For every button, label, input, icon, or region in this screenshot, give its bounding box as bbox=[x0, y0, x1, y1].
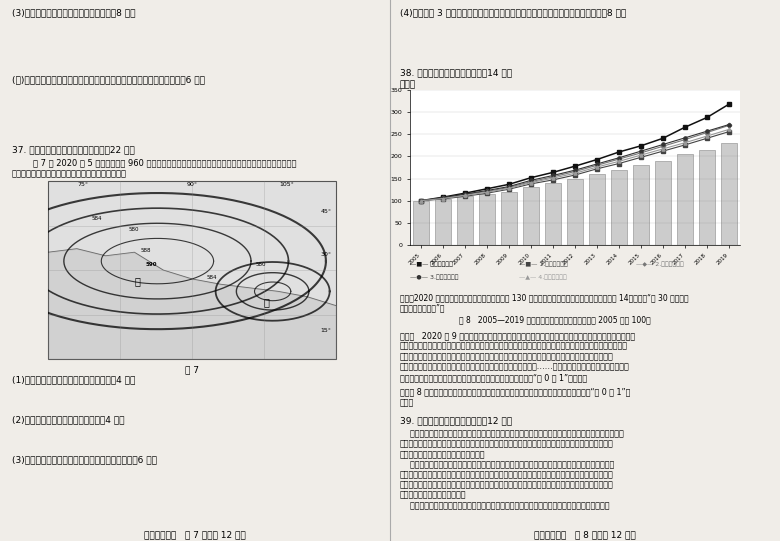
Text: —●— 3.创新产出指数: —●— 3.创新产出指数 bbox=[410, 275, 459, 280]
Bar bbox=[589, 174, 605, 245]
Text: 15°: 15° bbox=[321, 328, 332, 333]
Bar bbox=[413, 201, 429, 245]
Text: 动，国际政治和国际行径行。全球化在加剧中负重前行，新科技革命和产业革命正破壳而出，新兴市场: 动，国际政治和国际行径行。全球化在加剧中负重前行，新科技革命和产业革命正破壳而出… bbox=[400, 440, 614, 448]
Bar bbox=[677, 154, 693, 245]
Text: 90°: 90° bbox=[186, 182, 197, 187]
Text: 材料二   2020 年 9 月，习近平在科学家座谈会上指出，基础研究是科技创新的源头。要加大基础研究投: 材料二 2020 年 9 月，习近平在科学家座谈会上指出，基础研究是科技创新的源… bbox=[400, 331, 635, 340]
Text: 解读图 8 包含的经济信息，并运用经济生活知识结合材料，谈谈国家应如何努力实现更多“从 0 到 1”的: 解读图 8 包含的经济信息，并运用经济生活知识结合材料，谈谈国家应如何努力实现更… bbox=[400, 387, 630, 397]
Text: 580: 580 bbox=[129, 227, 139, 232]
Text: 584: 584 bbox=[91, 216, 101, 221]
Bar bbox=[611, 170, 627, 245]
Text: (1)判断此时新疆里和河内的盛行风向。（4 分）: (1)判断此时新疆里和河内的盛行风向。（4 分） bbox=[12, 375, 136, 384]
Text: 特别是要把基础创新能力提升放在更加优先位置，努力实现更多“从 0 到 1”的突破。: 特别是要把基础创新能力提升放在更加优先位置，努力实现更多“从 0 到 1”的突破… bbox=[400, 373, 587, 382]
Text: 图 7 为 2020 年 5 月世界某区域 960 百帕等压面海拔高度（单位：米）空间分布示意图，其中控制乙地的: 图 7 为 2020 年 5 月世界某区域 960 百帕等压面海拔高度（单位：米… bbox=[12, 158, 296, 167]
Bar bbox=[523, 187, 539, 245]
Text: 文科综合试题   第 7 页（共 12 页）: 文科综合试题 第 7 页（共 12 页） bbox=[144, 530, 246, 539]
Text: 甲: 甲 bbox=[134, 276, 140, 286]
Text: 制，鼓励广大科研人员解放思想、大胆创新，让科学家潜心搞研究……我们必须走出适合国情的创新路子。: 制，鼓励广大科研人员解放思想、大胆创新，让科学家潜心搞研究……我们必须走出适合国… bbox=[400, 362, 629, 372]
Bar bbox=[721, 143, 737, 245]
Text: 突破。: 突破。 bbox=[400, 398, 414, 407]
Text: (四)相较于单纯生态林，分析混交生态林修复模式治理石漠化的优势。（6 分）: (四)相较于单纯生态林，分析混交生态林修复模式治理石漠化的优势。（6 分） bbox=[12, 75, 205, 84]
Text: 580: 580 bbox=[255, 262, 266, 267]
Text: 588: 588 bbox=[140, 248, 151, 253]
Bar bbox=[544, 183, 562, 245]
Text: 注：《2020 年版全球创新指数报告》评估了全球 130 多个经济体在创新能力上的表现。中国排名 14，并且是“前 30 名中唯一: 注：《2020 年版全球创新指数报告》评估了全球 130 多个经济体在创新能力上… bbox=[400, 293, 689, 302]
Bar bbox=[567, 179, 583, 245]
Text: 在这样的背景下，中国呼吁践行多边主义，强调国际上的事应由大家商量着办，不能由一国或少数: 在这样的背景下，中国呼吁践行多边主义，强调国际上的事应由大家商量着办，不能由一国… bbox=[400, 460, 615, 469]
Text: 文科综合试题   第 8 页（共 12 页）: 文科综合试题 第 8 页（共 12 页） bbox=[534, 530, 636, 539]
Text: 584: 584 bbox=[207, 275, 217, 280]
Text: 运用政治生活知识，结合材料分析国际社会对中国在世界舞台上发挥重要作用充满期待的理由。: 运用政治生活知识，结合材料分析国际社会对中国在世界舞台上发挥重要作用充满期待的理… bbox=[400, 501, 609, 510]
Text: —▲— 4.创新成效指数: —▲— 4.创新成效指数 bbox=[519, 275, 567, 280]
Text: 590: 590 bbox=[146, 262, 158, 267]
Text: 国家和发展中国家的崛起势头不可逆转。: 国家和发展中国家的崛起势头不可逆转。 bbox=[400, 450, 485, 459]
Bar bbox=[48, 181, 336, 359]
Text: 图 7: 图 7 bbox=[185, 365, 199, 374]
Text: 乙: 乙 bbox=[264, 298, 270, 308]
Text: 105°: 105° bbox=[280, 182, 294, 187]
Text: —■— 中国创新指数: —■— 中国创新指数 bbox=[410, 261, 453, 267]
Text: (3)简析建水县石漠化带来的主要危害。（8 分）: (3)简析建水县石漠化带来的主要危害。（8 分） bbox=[12, 8, 136, 17]
Text: 30°: 30° bbox=[321, 252, 332, 257]
Text: 75°: 75° bbox=[77, 182, 88, 187]
Bar bbox=[699, 150, 715, 245]
Text: 会期待看到中国通过扩大全球合作，为捉卫多边主义机制和共同发挥作用，为完善全球治理贡献力量，: 会期待看到中国通过扩大全球合作，为捉卫多边主义机制和共同发挥作用，为完善全球治理… bbox=[400, 480, 614, 490]
Text: (4)分析未来 3 个月内控制乙地的天气系统势力变化对我国东部地区降水的影响。（8 分）: (4)分析未来 3 个月内控制乙地的天气系统势力变化对我国东部地区降水的影响。（… bbox=[400, 8, 626, 17]
Bar bbox=[479, 194, 495, 245]
Text: 为实现共同发展提供新的动能。: 为实现共同发展提供新的动能。 bbox=[400, 491, 466, 500]
Text: —◆— 2.创新投入指数: —◆— 2.创新投入指数 bbox=[636, 261, 684, 267]
Text: (3)说出甲地的天气系统类型，并说明判断依据。（6 分）: (3)说出甲地的天气系统类型，并说明判断依据。（6 分） bbox=[12, 455, 157, 464]
Text: 收等方面给予必要政策支持。要创造有利于基础研究的良好科研生态，建立健全科学评价体系，遗制机: 收等方面给予必要政策支持。要创造有利于基础研究的良好科研生态，建立健全科学评价体… bbox=[400, 352, 614, 361]
Bar bbox=[501, 192, 517, 245]
Text: 39. 阅读材料，完成下列要求。（12 分）: 39. 阅读材料，完成下列要求。（12 分） bbox=[400, 417, 512, 426]
Text: 入，扩大资金来源，形成持续稳定投入机制。对开展基础研究有成效的科研单位和企业，要在财政、金融、税: 入，扩大资金来源，形成持续稳定投入机制。对开展基础研究有成效的科研单位和企业，要… bbox=[400, 341, 628, 351]
Text: 过去一年，世界疫情丛生，机遇上升，多边主义和单边主义摁离更加激烈，保护主义和民族主义逆流涌: 过去一年，世界疫情丛生，机遇上升，多边主义和单边主义摁离更加激烈，保护主义和民族… bbox=[400, 430, 624, 439]
Bar bbox=[633, 166, 649, 245]
Text: 材料一: 材料一 bbox=[400, 80, 416, 89]
Text: 45°: 45° bbox=[321, 209, 332, 214]
Text: 几个国家说了算。中国主张，不断拓展全球共识。随着中国在完善全球治理中的作用不断彰显，国际社: 几个国家说了算。中国主张，不断拓展全球共识。随着中国在完善全球治理中的作用不断彰… bbox=[400, 470, 614, 479]
Text: —■— 1.创新环境指数: —■— 1.创新环境指数 bbox=[519, 261, 568, 267]
Text: 天气系统势力变化对我国东部地区的降水影响很大。: 天气系统势力变化对我国东部地区的降水影响很大。 bbox=[12, 169, 127, 178]
Bar bbox=[457, 196, 473, 245]
Text: 的中等收入经济体”。: 的中等收入经济体”。 bbox=[400, 303, 445, 312]
Bar bbox=[434, 199, 452, 245]
Text: (2)推测此时中南半岛的天气状况。（4 分）: (2)推测此时中南半岛的天气状况。（4 分） bbox=[12, 415, 125, 424]
Text: 38. 阅读材料，完成下列要求。（14 分）: 38. 阅读材料，完成下列要求。（14 分） bbox=[400, 68, 512, 77]
Bar bbox=[654, 161, 672, 245]
Text: 37. 阅读图文材料，完成下列要求。（22 分）: 37. 阅读图文材料，完成下列要求。（22 分） bbox=[12, 145, 135, 154]
Text: 图 8   2005—2019 年中国创新指数及分领域指数（以 2005 年为 100）: 图 8 2005—2019 年中国创新指数及分领域指数（以 2005 年为 10… bbox=[459, 315, 651, 324]
